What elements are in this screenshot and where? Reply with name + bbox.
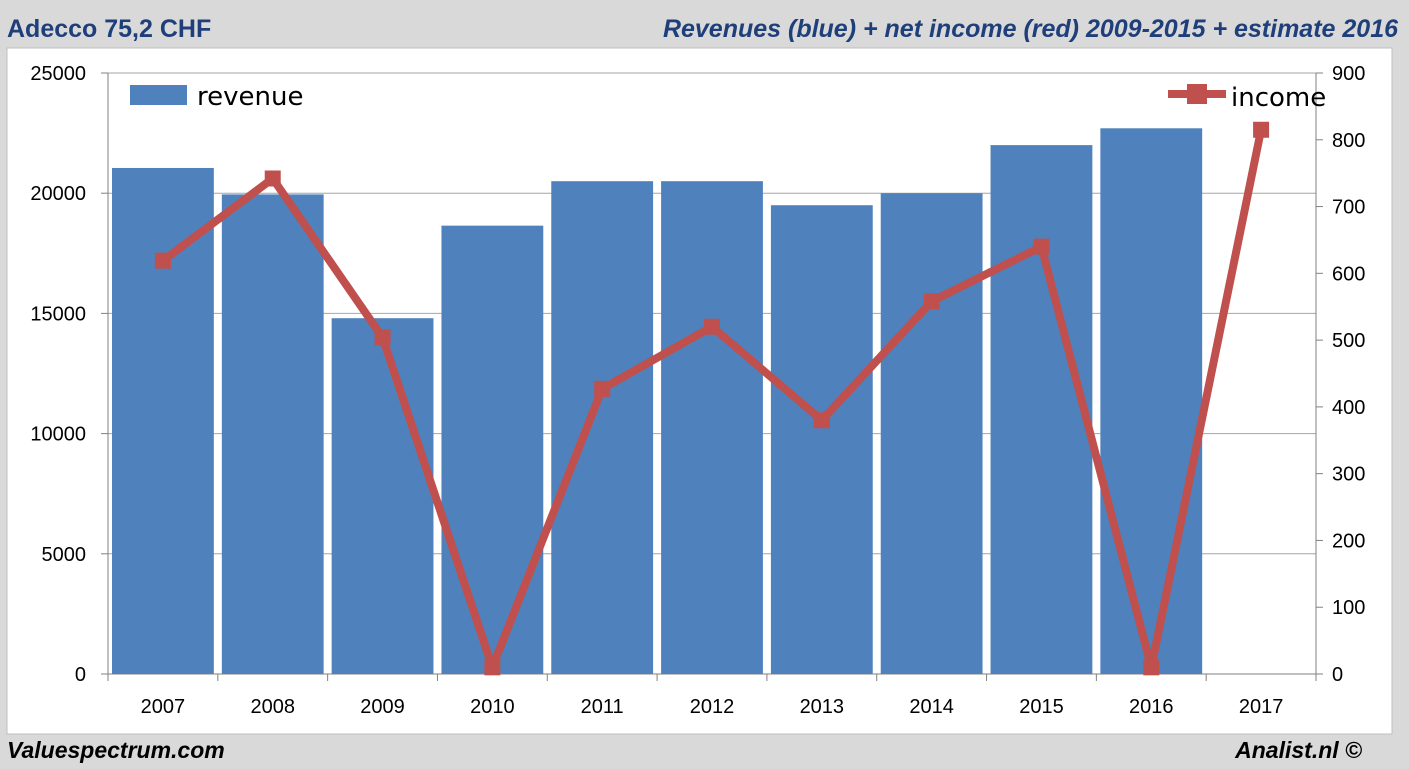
x-axis-tick-label: 2007: [141, 696, 186, 718]
x-axis-tick-label: 2010: [470, 696, 515, 718]
income-point: [264, 170, 281, 187]
tick-layer: 0 5000 10000 15000 20000 25000 0 100 200 300 400 50…: [30, 63, 1365, 718]
legend-revenue-swatch: [130, 85, 187, 105]
x-axis-tick-label: 2011: [581, 696, 624, 718]
income-point: [1253, 121, 1270, 138]
x-axis-tick-label: 2017: [1239, 696, 1284, 718]
right-axis-tick-label: 500: [1332, 330, 1365, 352]
legend-income-marker: [1187, 84, 1207, 104]
revenue-bar: [770, 205, 873, 674]
revenue-bar: [990, 145, 1093, 674]
income-point: [813, 412, 830, 429]
legend-revenue-label: revenue: [197, 82, 303, 112]
x-axis-tick-label: 2012: [690, 696, 735, 718]
income-point: [594, 380, 611, 397]
right-axis-tick-label: 800: [1332, 130, 1365, 152]
left-axis-tick-label: 10000: [30, 424, 86, 446]
left-axis-tick-label: 15000: [30, 303, 86, 325]
right-axis-tick-label: 700: [1332, 197, 1365, 219]
legend-income-label: income: [1231, 83, 1326, 113]
left-axis-tick-label: 0: [75, 664, 86, 686]
header-right-title: Revenues (blue) + net income (red) 2009-…: [663, 15, 1399, 43]
right-axis-tick-label: 900: [1332, 63, 1365, 85]
right-axis-tick-label: 0: [1332, 664, 1343, 686]
x-axis-tick-label: 2008: [250, 696, 295, 718]
income-point: [923, 293, 940, 310]
line-layer: [154, 121, 1270, 676]
revenue-bar: [661, 181, 763, 674]
footer-right-text: Analist.nl ©: [1234, 737, 1362, 763]
income-point: [154, 252, 171, 269]
right-axis-tick-label: 300: [1332, 464, 1365, 486]
left-axis-tick-label: 25000: [30, 63, 86, 85]
x-axis-tick-label: 2009: [360, 696, 405, 718]
x-axis-tick-label: 2013: [800, 696, 845, 718]
right-axis-tick-label: 400: [1332, 397, 1365, 419]
revenue-bar: [1100, 128, 1203, 675]
left-axis-tick-label: 5000: [42, 544, 87, 566]
revenue-bar: [551, 181, 654, 674]
revenue-bar: [112, 167, 214, 674]
bar-layer: [112, 128, 1203, 675]
income-point: [484, 659, 501, 676]
income-point: [1143, 659, 1160, 676]
x-axis-tick-label: 2015: [1019, 696, 1064, 718]
revenue-bar: [221, 194, 324, 675]
income-point: [704, 318, 720, 335]
revenue-bar: [441, 225, 544, 675]
income-point: [1033, 238, 1050, 255]
right-axis-tick-label: 600: [1332, 263, 1365, 285]
income-point: [374, 329, 391, 346]
footer-left-text: Valuespectrum.com: [7, 737, 225, 763]
right-axis-tick-label: 200: [1332, 530, 1365, 552]
revenue-bar: [880, 193, 983, 674]
left-axis-tick-label: 20000: [30, 183, 86, 205]
right-axis-tick-label: 100: [1332, 597, 1365, 619]
header-left-title: Adecco 75,2 CHF: [7, 15, 211, 43]
x-axis-tick-label: 2016: [1129, 696, 1174, 718]
revenue-bar: [331, 318, 434, 674]
x-axis-tick-label: 2014: [909, 696, 954, 718]
